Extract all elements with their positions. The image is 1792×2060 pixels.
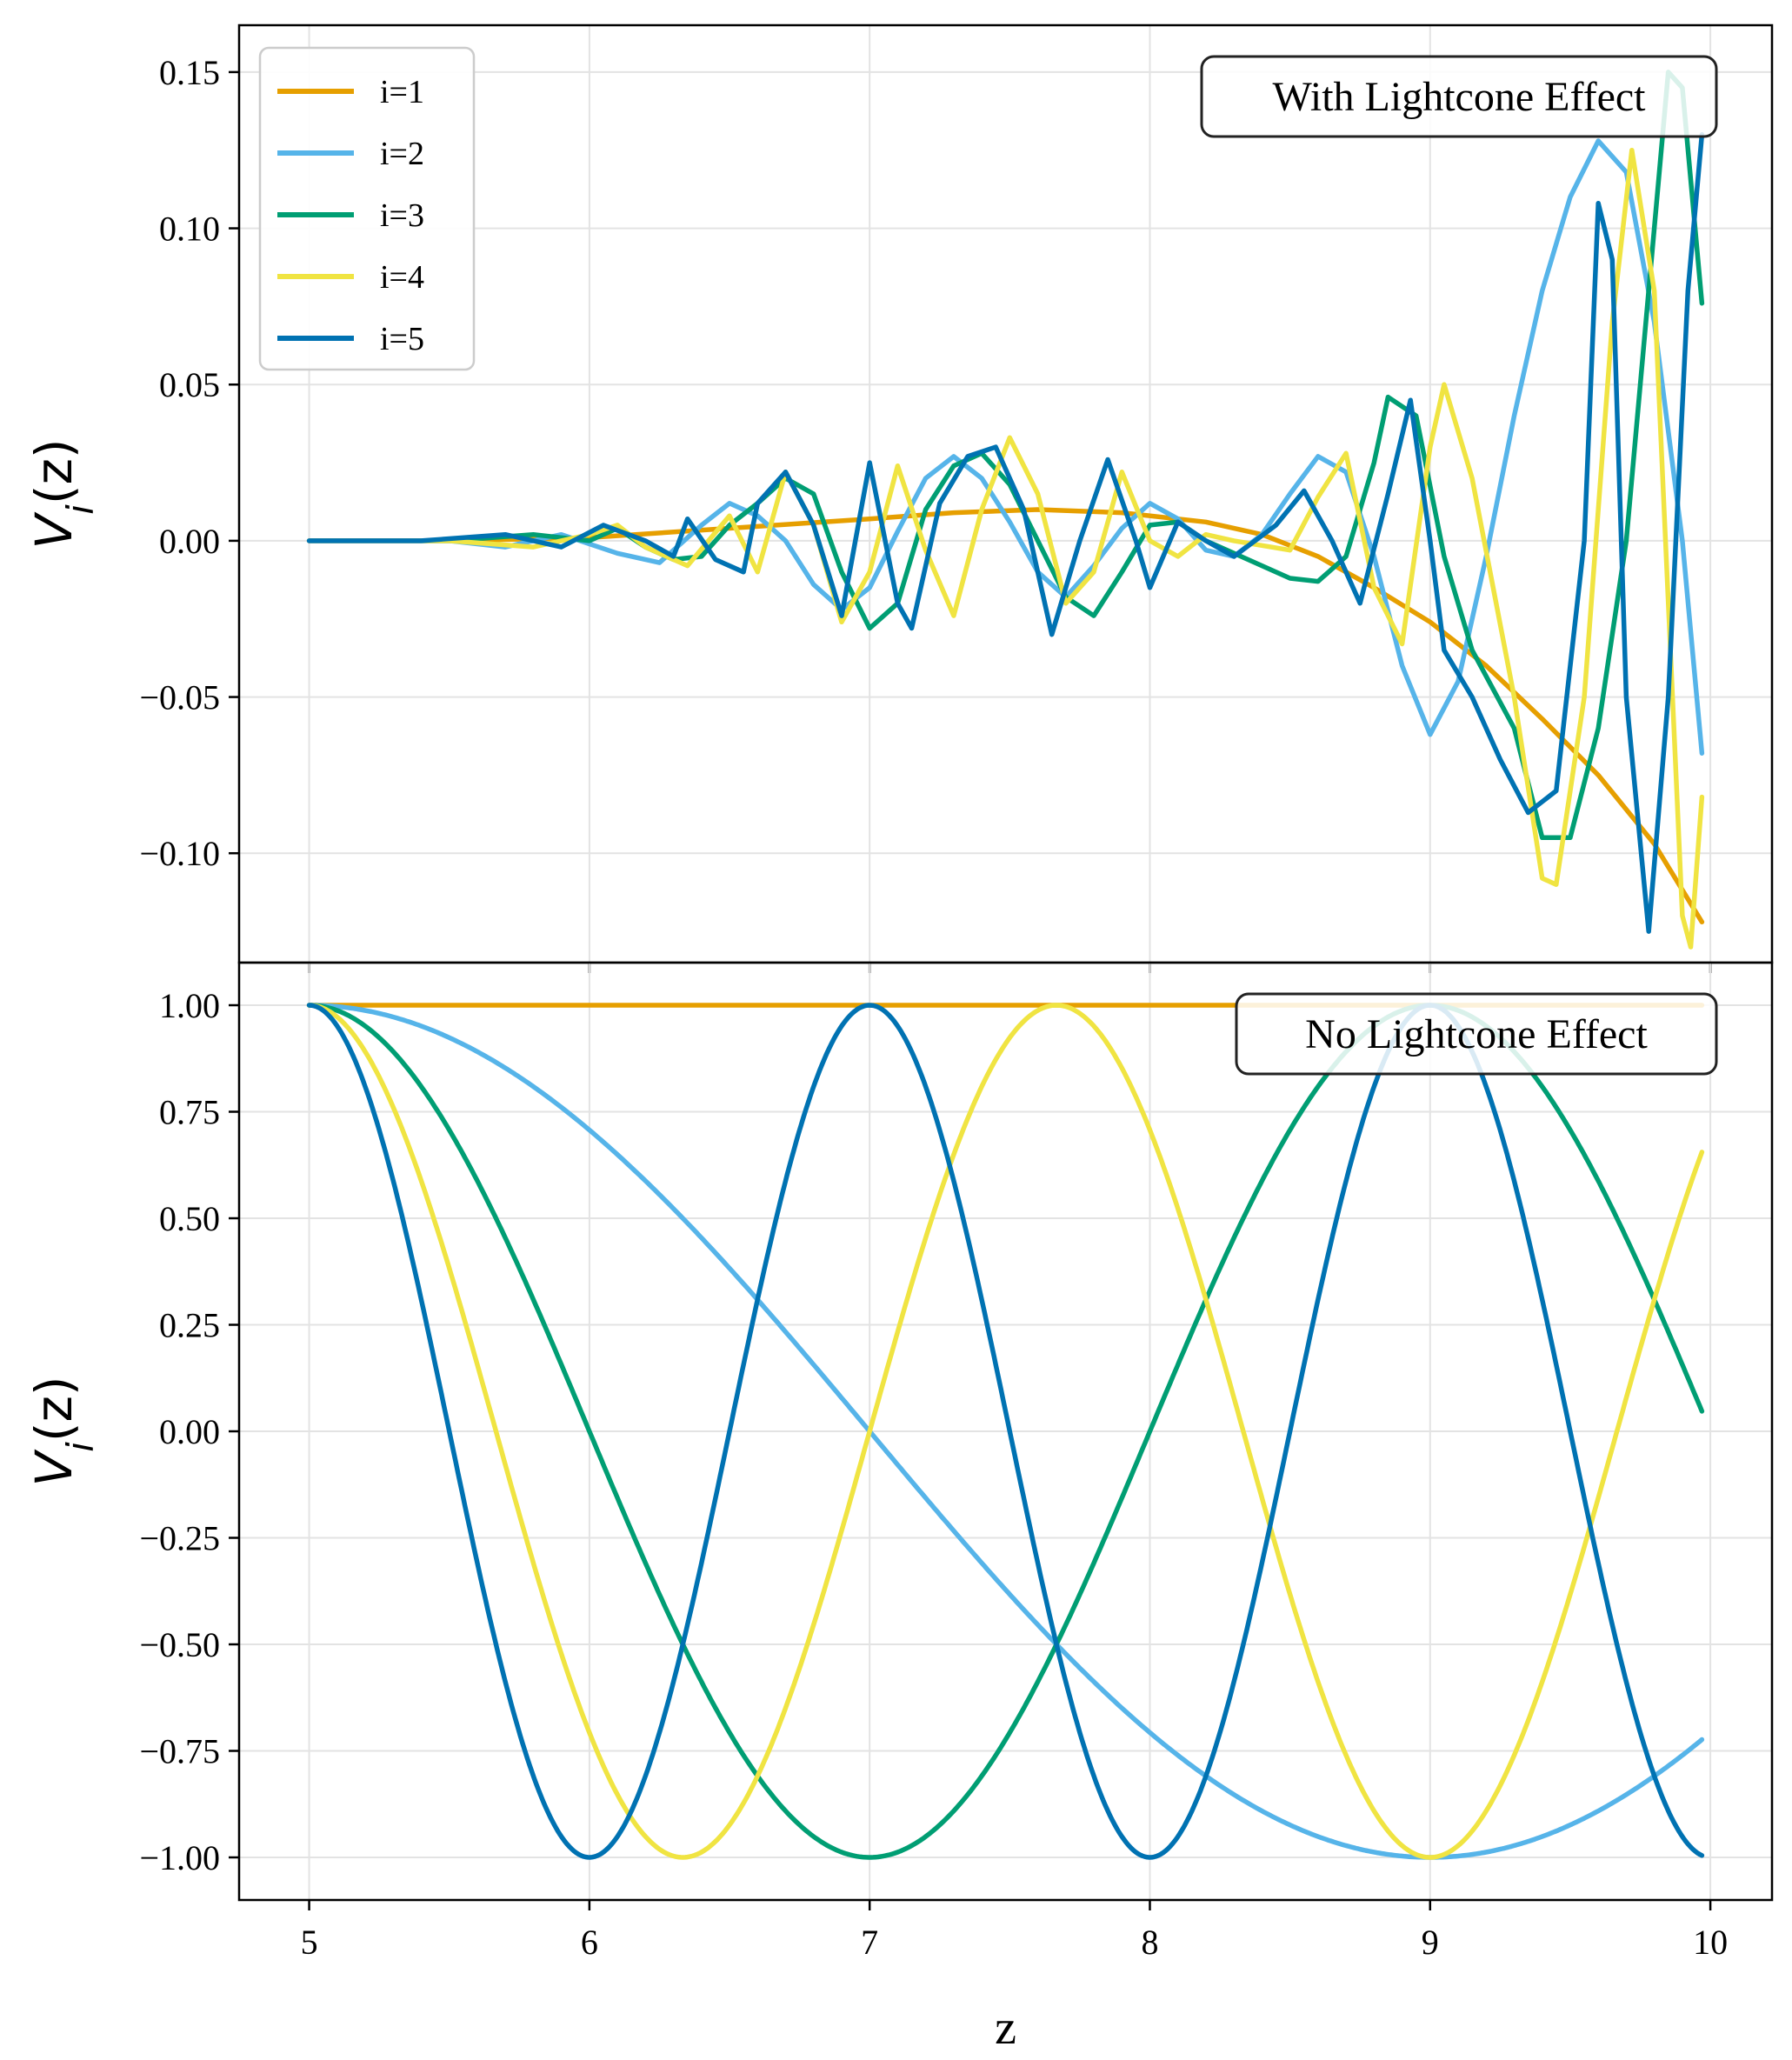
- bottom-xtick-label: 7: [861, 1923, 878, 1962]
- top-series-i3: [306, 70, 1705, 841]
- legend-label-i5: i=5: [380, 321, 424, 357]
- bottom-ylabel-arg: (z): [24, 1376, 83, 1442]
- bottom-annotation-text: No Lightcone Effect: [1305, 1011, 1648, 1057]
- top-ytick-label: −0.10: [139, 834, 220, 873]
- top-ytick-label: −0.05: [139, 678, 220, 717]
- legend: i=1 i=2 i=3 i=4 i=5: [258, 46, 476, 371]
- top-series-i4: [306, 147, 1705, 950]
- bottom-ytick-label: 1.00: [159, 986, 220, 1025]
- legend-label-i3: i=3: [380, 197, 424, 234]
- legend-label-i4: i=4: [380, 259, 424, 296]
- xaxis-label: z: [995, 2001, 1016, 2055]
- legend-label-i1: i=1: [380, 74, 424, 110]
- top-annotation-box: [1200, 55, 1718, 138]
- bottom-ytick-label: −0.25: [139, 1519, 220, 1558]
- bottom-xtick-label: 8: [1141, 1923, 1158, 1962]
- bottom-xtick-label: 6: [581, 1923, 598, 1962]
- top-series-i2: [306, 138, 1705, 756]
- top-ylabel-v: V: [24, 511, 83, 550]
- bottom-ytick-label: 0.50: [159, 1199, 220, 1238]
- bottom-series-i2: [306, 1003, 1705, 1860]
- bottom-xtick-label: 10: [1693, 1923, 1728, 1962]
- bottom-ytick-label: −0.75: [139, 1732, 220, 1771]
- bottom-panel: 1.00 0.75 0.50 0.25 0.00 −0.25 −0.50 −0.75 −1.00…: [24, 961, 1774, 2055]
- top-series-i5: [306, 132, 1705, 934]
- legend-label-i2: i=2: [380, 136, 424, 172]
- top-ylabel-arg: (z): [24, 438, 83, 504]
- bottom-series-i4: [306, 1003, 1705, 1860]
- bottom-annotation-box: [1235, 992, 1718, 1076]
- bottom-ylabel-sub: i: [59, 1442, 102, 1452]
- bottom-xtick-label: 9: [1422, 1923, 1439, 1962]
- top-series-i1: [306, 507, 1705, 925]
- bottom-ylabel-v: V: [24, 1449, 83, 1487]
- top-ytick-label: 0.05: [159, 365, 220, 404]
- top-ylabel: Vi(z): [24, 438, 102, 549]
- bottom-ytick-label: 0.25: [159, 1306, 220, 1345]
- top-ytick-label: 0.00: [159, 522, 220, 561]
- top-ylabel-sub: i: [59, 504, 102, 515]
- top-annotation-text: With Lightcone Effect: [1272, 74, 1646, 120]
- legend-frame: [258, 46, 476, 371]
- bottom-ylabel: Vi(z): [24, 1376, 102, 1486]
- top-series-group: [306, 70, 1705, 950]
- bottom-ytick-label: 0.00: [159, 1412, 220, 1451]
- bottom-ytick-label: −1.00: [139, 1838, 220, 1877]
- bottom-ytick-label: −0.50: [139, 1625, 220, 1664]
- bottom-ytick-label: 0.75: [159, 1093, 220, 1132]
- top-ytick-label: 0.15: [159, 53, 220, 92]
- top-panel: 0.15 0.10 0.05 0.00 −0.05 −0.10 Vi(z) With Ligh…: [24, 23, 1774, 973]
- bottom-xtick-label: 5: [301, 1923, 318, 1962]
- top-ytick-label: 0.10: [159, 210, 220, 249]
